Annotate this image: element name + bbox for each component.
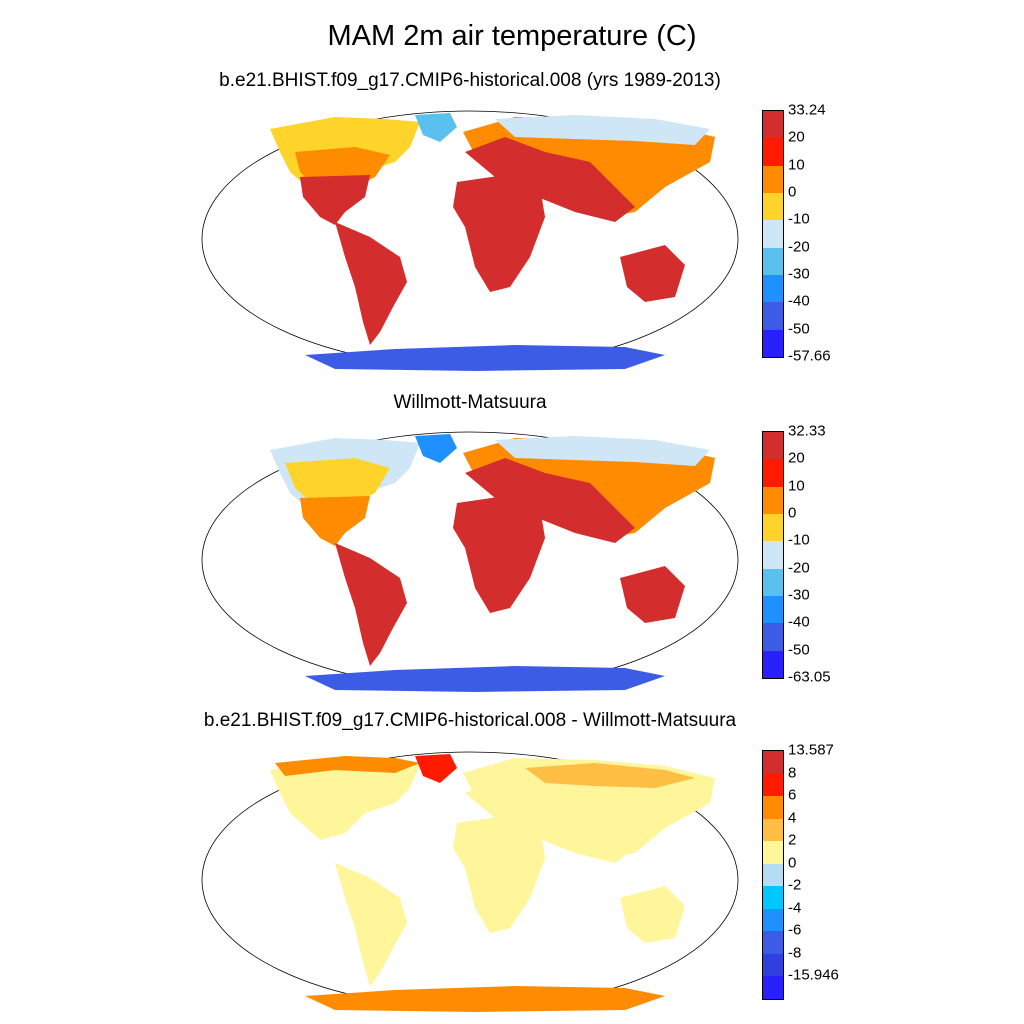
colorbar-swatch (763, 274, 783, 303)
africa (453, 175, 545, 292)
colorbar-tick-label: 0 (788, 504, 797, 522)
south-asia (465, 458, 635, 543)
antarctica (305, 986, 665, 1012)
colorbar-tick-label: 10 (788, 477, 805, 495)
colorbar-swatch (763, 192, 783, 221)
panel-1-subtitle: b.e21.BHIST.f09_g17.CMIP6-historical.008… (219, 70, 721, 91)
colorbar-tick-label: 0 (788, 183, 797, 201)
africa (453, 496, 545, 613)
colorbar-swatch (763, 841, 783, 864)
colorbar-tick-label: 8 (788, 764, 797, 782)
colorbar-swatch (763, 329, 783, 357)
colorbar-tick-label: 10 (788, 156, 805, 174)
north-america (270, 756, 420, 840)
colorbar-tick-label: 32.33 (788, 422, 826, 440)
colorbar-swatch (763, 773, 783, 797)
colorbar-tick-label: -8 (788, 944, 802, 962)
colorbar-tick-label: -40 (788, 613, 810, 631)
greenland (415, 113, 457, 142)
colorbar-tick-label: 6 (788, 786, 797, 804)
colorbar-swatch (763, 138, 783, 166)
antarctica (305, 666, 665, 692)
colorbar-tick-label: 4 (788, 809, 797, 827)
eurasia-north (495, 436, 710, 466)
panel-3-world-map (201, 751, 739, 1012)
panel-1-world-map (201, 110, 739, 371)
colorbar-swatch (763, 886, 783, 909)
south-america (335, 863, 407, 986)
colorbar-swatch (763, 513, 783, 542)
colorbar-swatch (763, 953, 783, 977)
colorbar-swatch (763, 818, 783, 842)
colorbar-swatch (763, 863, 783, 887)
colorbar-tick-label: -2 (788, 876, 802, 894)
colorbar-tick-label: -15.946 (788, 966, 839, 984)
africa (453, 816, 545, 933)
colorbar-tick-label: 13.587 (788, 741, 834, 759)
antarctica (305, 345, 665, 371)
colorbar-swatch (763, 568, 783, 596)
panel-3-subtitle: b.e21.BHIST.f09_g17.CMIP6-historical.008… (203, 710, 737, 731)
australia (620, 886, 685, 943)
colorbar-swatch (763, 751, 783, 774)
colorbar-tick-label: -50 (788, 641, 810, 659)
colorbar-tick-label: -20 (788, 238, 810, 256)
colorbar-tick-label: -40 (788, 292, 810, 310)
south-america (335, 543, 407, 666)
greenland (415, 434, 457, 463)
colorbar-swatch (763, 623, 783, 651)
colorbar-tick-label: -63.05 (788, 668, 831, 686)
colorbar-swatch (763, 302, 783, 330)
eurasia-north (525, 763, 695, 788)
north-america (270, 438, 420, 546)
colorbar-tick-label: -4 (788, 899, 802, 917)
colorbar-tick-label: -20 (788, 559, 810, 577)
colorbar-tick-label: 20 (788, 128, 805, 146)
colorbar-swatch (763, 976, 783, 999)
colorbar-swatch (763, 650, 783, 678)
north-america (270, 117, 420, 225)
south-america (335, 222, 407, 345)
australia (620, 245, 685, 302)
colorbar-tick-label: -30 (788, 586, 810, 604)
colorbar-tick-label: 0 (788, 854, 797, 872)
colorbar-tick-label: -10 (788, 531, 810, 549)
colorbar-swatch (763, 486, 783, 514)
colorbar-swatch (763, 595, 783, 624)
australia (620, 566, 685, 623)
south-asia (465, 778, 635, 863)
greenland (415, 754, 457, 783)
colorbar-swatch (763, 796, 783, 819)
colorbar-tick-label: -57.66 (788, 347, 831, 365)
panel-2-colorbar (762, 431, 784, 679)
colorbar-swatch (763, 459, 783, 487)
colorbar-swatch (763, 541, 783, 569)
colorbar-swatch (763, 908, 783, 932)
colorbar-tick-label: -10 (788, 210, 810, 228)
colorbar-tick-label: -50 (788, 320, 810, 338)
colorbar-tick-label: -30 (788, 265, 810, 283)
colorbar-swatch (763, 165, 783, 193)
panel-2-subtitle: Willmott-Matsuura (393, 392, 547, 413)
colorbar-swatch (763, 247, 783, 275)
eurasia-north (495, 115, 710, 145)
colorbar-swatch (763, 111, 783, 139)
colorbar-tick-label: 2 (788, 831, 797, 849)
colorbar-tick-label: 33.24 (788, 101, 826, 119)
colorbar-tick-label: -6 (788, 921, 802, 939)
colorbar-swatch (763, 931, 783, 954)
colorbar-swatch (763, 220, 783, 248)
south-asia (465, 137, 635, 222)
figure-title: MAM 2m air temperature (C) (327, 20, 697, 52)
panel-2-world-map (201, 431, 739, 692)
colorbar-tick-label: 20 (788, 449, 805, 467)
colorbar-swatch (763, 432, 783, 460)
panel-1-colorbar (762, 110, 784, 358)
panel-3-colorbar (762, 750, 784, 1000)
